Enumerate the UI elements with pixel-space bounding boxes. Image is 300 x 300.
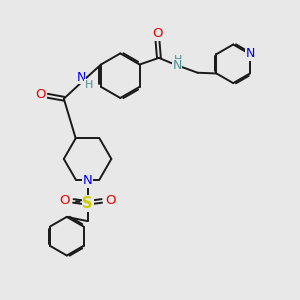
Text: O: O	[59, 194, 70, 206]
Text: S: S	[82, 196, 93, 211]
Text: N: N	[172, 59, 182, 72]
Text: O: O	[35, 88, 46, 101]
Text: N: N	[76, 70, 86, 83]
Text: H: H	[173, 55, 182, 65]
Text: O: O	[152, 27, 163, 40]
Text: N: N	[246, 47, 255, 60]
Text: H: H	[85, 80, 93, 90]
Text: N: N	[83, 175, 92, 188]
Text: O: O	[106, 194, 116, 206]
